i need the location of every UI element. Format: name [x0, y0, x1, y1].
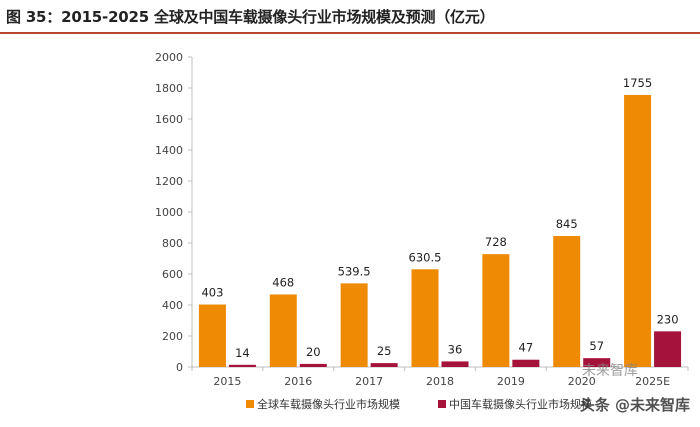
data-label: 630.5: [409, 250, 442, 264]
x-tick-label: 2025E: [635, 375, 670, 388]
data-label: 36: [448, 342, 463, 356]
y-tick-label: 1600: [155, 113, 183, 126]
bar-global: [624, 94, 652, 367]
bar-china: [512, 359, 540, 367]
data-label: 468: [272, 275, 294, 289]
bar-china: [654, 331, 682, 367]
bar-china: [441, 361, 469, 367]
legend-label: 中国车载摄像头行业市场规模: [449, 397, 592, 411]
legend-swatch: [246, 400, 254, 408]
bar-global: [411, 269, 439, 367]
bar-china: [228, 364, 256, 367]
y-tick-label: 2000: [155, 51, 183, 64]
watermark: 头条 @未来智库: [579, 396, 690, 414]
x-tick-label: 2018: [426, 375, 454, 388]
y-tick-label: 400: [162, 299, 183, 312]
watermark-faint: 未来智库: [582, 363, 638, 379]
bar-global: [269, 294, 297, 367]
data-label: 403: [201, 286, 223, 300]
bar-china: [370, 363, 398, 367]
bar-global: [340, 283, 368, 367]
title-bar: 图 35：2015-2025 全球及中国车载摄像头行业市场规模及预测（亿元）: [0, 0, 700, 34]
bar-global: [482, 254, 510, 367]
data-label: 230: [657, 312, 679, 326]
data-label: 20: [306, 345, 321, 359]
data-label: 47: [519, 341, 534, 355]
x-tick-label: 2015: [213, 375, 241, 388]
y-tick-label: 1200: [155, 175, 183, 188]
data-label: 845: [556, 217, 578, 231]
y-tick-label: 600: [162, 268, 183, 281]
bar-global: [198, 304, 226, 367]
bar-china: [583, 358, 611, 367]
x-tick-label: 2019: [497, 375, 525, 388]
data-label: 539.5: [338, 264, 371, 278]
chart-title: 图 35：2015-2025 全球及中国车载摄像头行业市场规模及预测（亿元）: [6, 8, 495, 26]
y-tick-label: 0: [176, 361, 183, 374]
x-tick-label: 2017: [355, 375, 383, 388]
data-label: 25: [377, 344, 392, 358]
x-tick-label: 2016: [284, 375, 312, 388]
data-label: 57: [589, 339, 604, 353]
y-tick-label: 800: [162, 237, 183, 250]
data-label: 14: [235, 346, 250, 360]
y-tick-label: 1400: [155, 144, 183, 157]
x-tick-label: 2020: [568, 375, 596, 388]
data-label: 728: [485, 235, 507, 249]
bar-global: [553, 236, 581, 367]
y-tick-label: 1000: [155, 206, 183, 219]
legend-swatch: [438, 400, 446, 408]
data-label: 1755: [623, 76, 652, 90]
legend-label: 全球车载摄像头行业市场规模: [257, 397, 400, 411]
y-tick-label: 200: [162, 330, 183, 343]
y-tick-label: 1800: [155, 82, 183, 95]
bar-china: [299, 363, 327, 367]
